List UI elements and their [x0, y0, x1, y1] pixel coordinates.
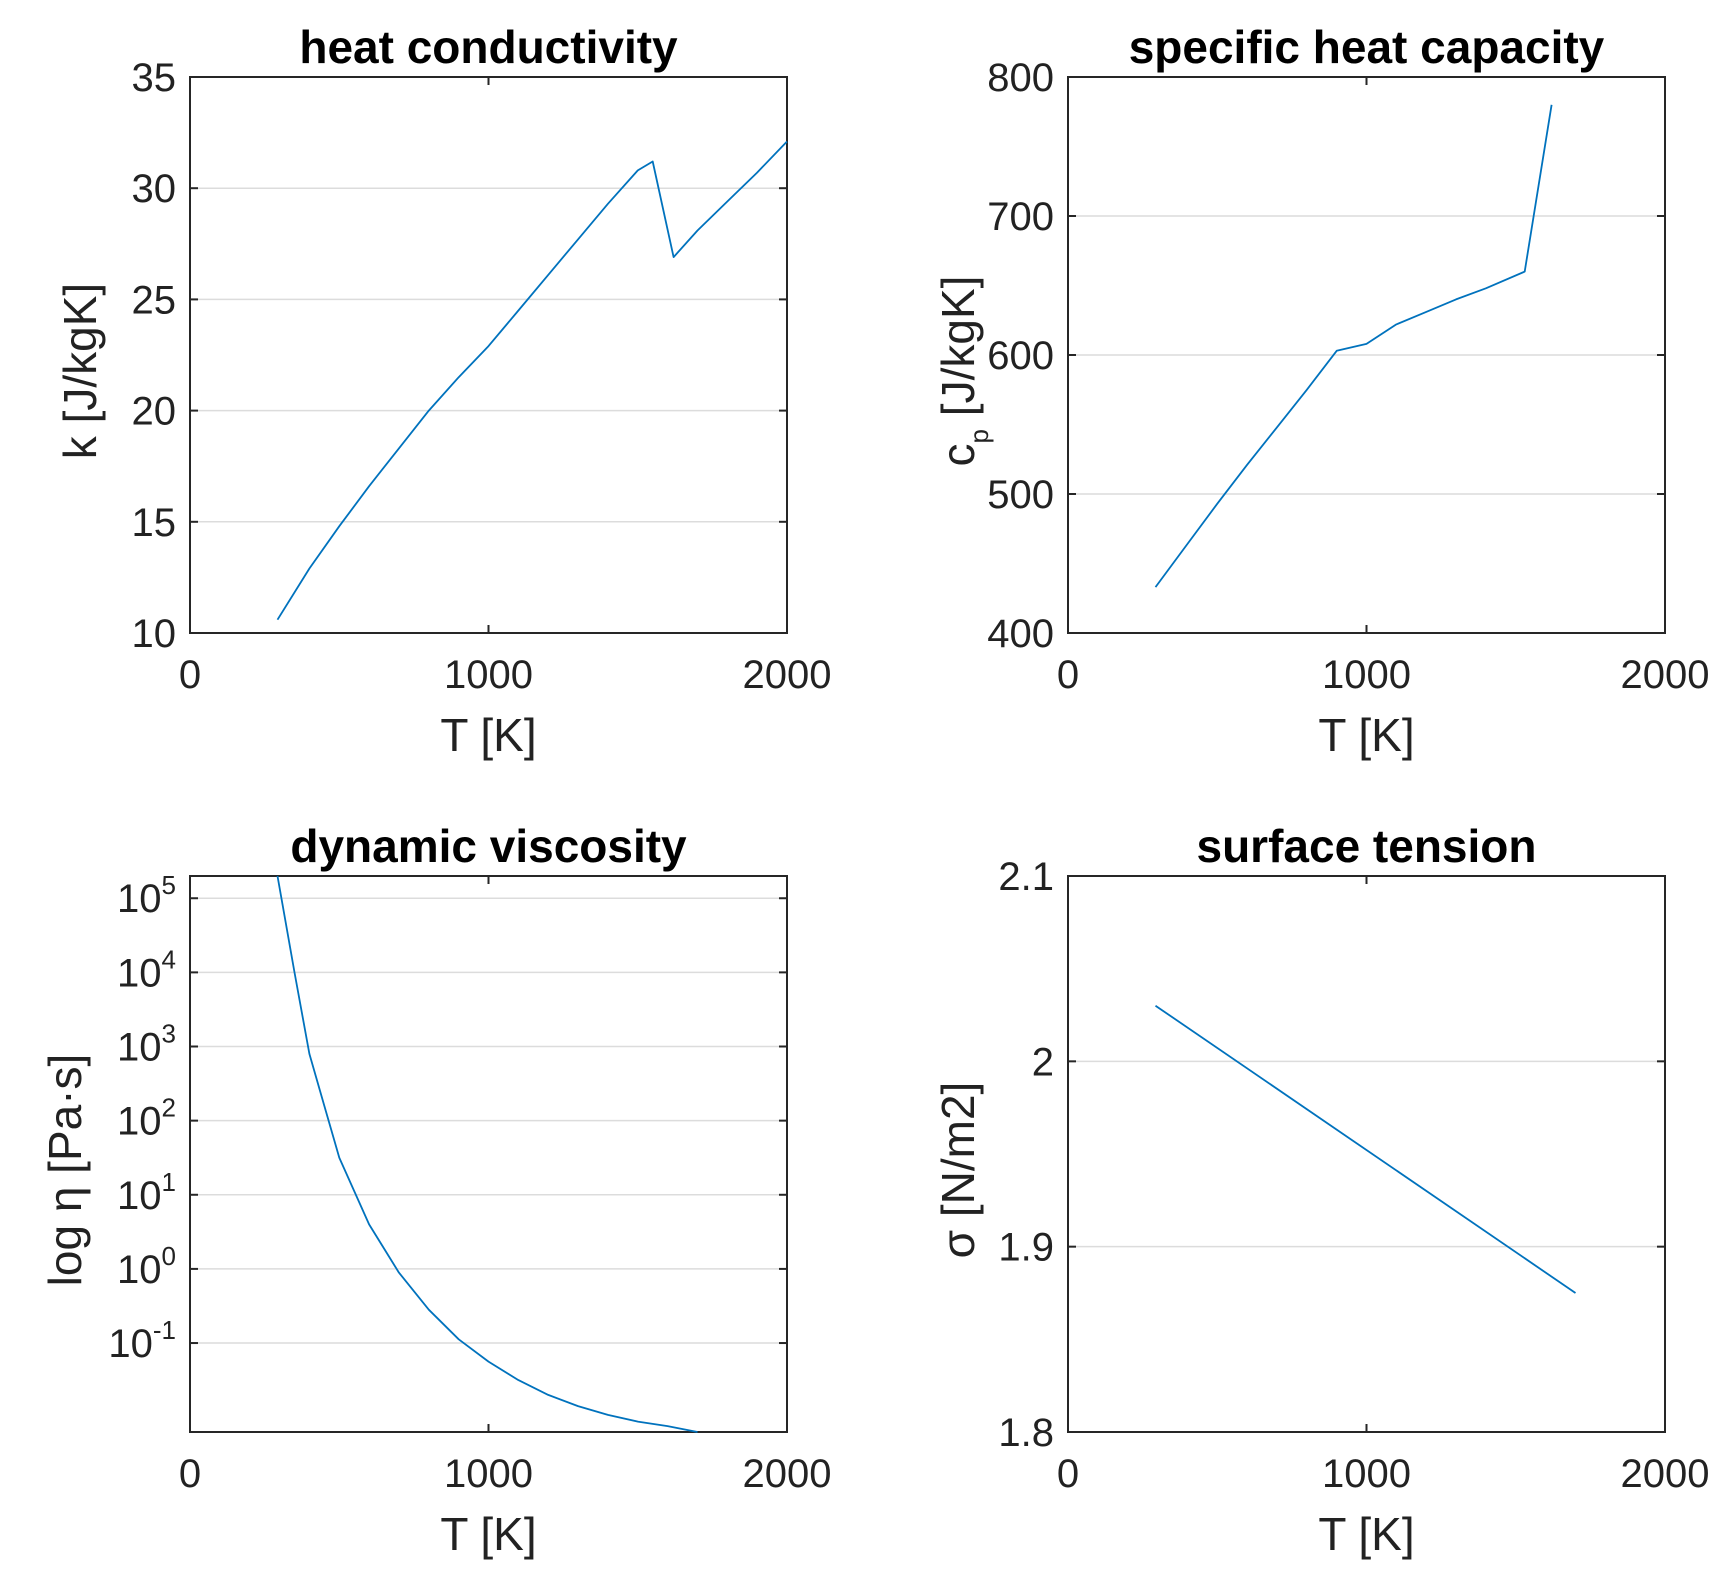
- heat-conductivity-ticks: 0 1000 2000 10 15 20 25 30 35: [132, 56, 832, 697]
- heat-conductivity-ytick-label: 10: [132, 612, 177, 656]
- surface-tension-ylabel: σ [N/m2]: [932, 1082, 984, 1259]
- dynamic-viscosity-grid: [190, 897, 787, 1344]
- dynamic-viscosity-ytick-base: 10: [117, 951, 162, 995]
- dynamic-viscosity-xtick-label: 2000: [743, 1452, 832, 1496]
- dynamic-viscosity-xtick-label: 0: [179, 1452, 201, 1496]
- dynamic-viscosity-ytick-label: 10-1: [108, 1315, 176, 1366]
- heat-conductivity-ytick-label: 30: [132, 167, 177, 211]
- specific-heat-panel: specific heat capacity T [K] cp [J/kgK] …: [932, 21, 1709, 761]
- surface-tension-panel: surface tension T [K] σ [N/m2] 0 1000 2000…: [932, 820, 1709, 1560]
- specific-heat-ytick-label: 600: [987, 334, 1054, 378]
- specific-heat-series-line: [1154, 104, 1553, 588]
- heat-conductivity-ytick-label: 25: [132, 278, 177, 322]
- surface-tension-series-line: [1154, 1004, 1577, 1294]
- dynamic-viscosity-xlabel: T [K]: [440, 1508, 536, 1560]
- heat-conductivity-axes-frame: [189, 76, 788, 634]
- specific-heat-xtick-label: 2000: [1621, 653, 1710, 697]
- specific-heat-ytick-label: 500: [987, 473, 1054, 517]
- heat-conductivity-ytick-label: 35: [132, 56, 177, 100]
- surface-tension-axes-frame: [1067, 875, 1666, 1433]
- specific-heat-ticks: 0 1000 2000 400 500 600 700 800: [987, 56, 1709, 697]
- dynamic-viscosity-ytick-exponent: 0: [162, 1241, 176, 1271]
- dynamic-viscosity-ytick-exponent: 5: [162, 870, 176, 900]
- heat-conductivity-ylabel: k [J/kgK]: [54, 283, 106, 459]
- heat-conductivity-xlabel: T [K]: [440, 709, 536, 761]
- ylabel-suffix: [J/kgK]: [932, 276, 984, 429]
- heat-conductivity-grid: [190, 76, 787, 634]
- dynamic-viscosity-ytick-exponent: 3: [162, 1019, 176, 1049]
- heat-conductivity-ytick-label: 20: [132, 390, 177, 434]
- specific-heat-ytick-label: 400: [987, 612, 1054, 656]
- specific-heat-ytick-label: 700: [987, 195, 1054, 239]
- surface-tension-xlabel: T [K]: [1318, 1508, 1414, 1560]
- specific-heat-ytick-label: 800: [987, 56, 1054, 100]
- specific-heat-title: specific heat capacity: [1129, 21, 1605, 73]
- dynamic-viscosity-ytick-exponent: -1: [153, 1315, 176, 1345]
- surface-tension-xtick-label: 1000: [1322, 1452, 1411, 1496]
- dynamic-viscosity-ytick-base: 10: [117, 1100, 162, 1144]
- surface-tension-ytick-label: 2: [1032, 1040, 1054, 1084]
- dynamic-viscosity-ytick-base: 10: [108, 1322, 153, 1366]
- dynamic-viscosity-ytick-base: 10: [117, 1026, 162, 1070]
- surface-tension-title: surface tension: [1197, 820, 1537, 872]
- dynamic-viscosity-ytick-label: 105: [117, 870, 176, 921]
- heat-conductivity-xtick-label: 1000: [444, 653, 533, 697]
- surface-tension-xtick-label: 2000: [1621, 1452, 1710, 1496]
- dynamic-viscosity-title: dynamic viscosity: [290, 820, 687, 872]
- heat-conductivity-xtick-label: 2000: [743, 653, 832, 697]
- heat-conductivity-title: heat conductivity: [299, 21, 678, 73]
- specific-heat-xtick-label: 1000: [1322, 653, 1411, 697]
- specific-heat-ylabel: cp [J/kgK]: [932, 276, 994, 467]
- dynamic-viscosity-ytick-base: 10: [117, 1248, 162, 1292]
- dynamic-viscosity-ytick-label: 102: [117, 1093, 176, 1144]
- specific-heat-xlabel: T [K]: [1318, 709, 1414, 761]
- dynamic-viscosity-xtick-label: 1000: [444, 1452, 533, 1496]
- ylabel-subscript: p: [964, 429, 994, 443]
- dynamic-viscosity-ytick-label: 104: [117, 944, 176, 995]
- dynamic-viscosity-series-line: [276, 875, 698, 1433]
- dynamic-viscosity-ytick-exponent: 1: [162, 1167, 176, 1197]
- surface-tension-ticks: 0 1000 2000 1.8 1.9 2 2.1: [998, 855, 1709, 1496]
- heat-conductivity-series-line: [276, 140, 788, 621]
- heat-conductivity-xtick-label: 0: [179, 653, 201, 697]
- surface-tension-grid: [1068, 875, 1665, 1433]
- heat-conductivity-ytick-label: 15: [132, 501, 177, 545]
- surface-tension-ytick-label: 2.1: [998, 855, 1054, 899]
- surface-tension-ytick-label: 1.9: [998, 1226, 1054, 1270]
- specific-heat-grid: [1068, 76, 1665, 634]
- dynamic-viscosity-ytick-exponent: 2: [162, 1093, 176, 1123]
- ylabel-main: c: [932, 443, 984, 466]
- dynamic-viscosity-ytick-base: 10: [117, 1174, 162, 1218]
- dynamic-viscosity-ytick-base: 10: [117, 877, 162, 921]
- surface-tension-ytick-label: 1.8: [998, 1411, 1054, 1455]
- dynamic-viscosity-ytick-label: 100: [117, 1241, 176, 1292]
- dynamic-viscosity-ytick-exponent: 4: [162, 944, 176, 974]
- dynamic-viscosity-ytick-label: 101: [117, 1167, 176, 1218]
- dynamic-viscosity-panel: dynamic viscosity T [K] log η [Pa·s] 0 10…: [39, 820, 831, 1560]
- surface-tension-xtick-label: 0: [1057, 1452, 1079, 1496]
- dynamic-viscosity-axes-frame: [189, 875, 788, 1433]
- heat-conductivity-panel: heat conductivity T [K] k [J/kgK] 0 1000 2…: [54, 21, 831, 761]
- dynamic-viscosity-ytick-label: 103: [117, 1019, 176, 1070]
- specific-heat-xtick-label: 0: [1057, 653, 1079, 697]
- dynamic-viscosity-ylabel: log η [Pa·s]: [39, 1054, 91, 1287]
